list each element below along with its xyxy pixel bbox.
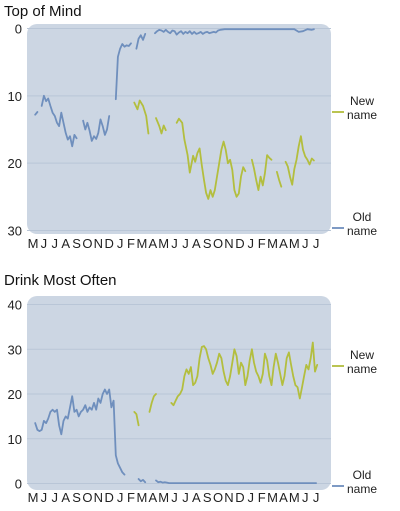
x-tick-label: A (192, 490, 201, 505)
x-tick-label: J (182, 236, 189, 251)
x-tick-label: M (28, 490, 39, 505)
legend-label-new: New name (347, 348, 377, 376)
x-tick-label: F (127, 490, 135, 505)
x-tick-label: J (52, 490, 59, 505)
x-tick-label: N (94, 236, 103, 251)
x-tick-label: J (248, 236, 255, 251)
x-tick-label: M (267, 236, 278, 251)
x-tick-label: A (61, 490, 70, 505)
x-tick-label: M (28, 236, 39, 251)
x-tick-label: O (82, 236, 92, 251)
x-tick-label: M (136, 490, 147, 505)
x-tick-label: S (72, 490, 81, 505)
series-line-new (133, 99, 315, 200)
y-tick-label: 40 (8, 298, 22, 313)
x-tick-label: M (136, 236, 147, 251)
x-tick-label: J (52, 236, 59, 251)
x-tick-label: F (258, 236, 266, 251)
x-tick-label: J (41, 236, 48, 251)
x-tick-label: A (279, 490, 288, 505)
plot-area (27, 24, 331, 234)
x-tick-label: N (224, 490, 233, 505)
x-tick-label: O (213, 490, 223, 505)
y-tick-label: 30 (8, 224, 22, 239)
x-tick-label: N (94, 490, 103, 505)
plot-area (27, 296, 331, 490)
y-tick-label: 30 (8, 342, 22, 357)
x-tick-label: M (158, 236, 169, 251)
y-tick-label: 0 (15, 477, 22, 492)
x-tick-label: N (224, 236, 233, 251)
x-tick-label: D (105, 236, 114, 251)
chart-title: Top of Mind (4, 3, 82, 20)
x-tick-label: S (203, 490, 212, 505)
series-line-new (133, 341, 319, 427)
x-tick-label: A (148, 490, 157, 505)
x-tick-label: A (148, 236, 157, 251)
x-tick-label: A (61, 236, 70, 251)
y-tick-label: 0 (15, 22, 22, 37)
x-tick-label: O (82, 490, 92, 505)
y-tick-label: 10 (8, 89, 22, 104)
x-tick-label: A (192, 236, 201, 251)
x-tick-label: J (117, 236, 124, 251)
x-tick-label: S (203, 236, 212, 251)
x-tick-label: O (213, 236, 223, 251)
chart-title: Drink Most Often (4, 272, 117, 289)
x-tick-label: M (289, 236, 300, 251)
legend-label-old: Old name (347, 468, 377, 496)
x-tick-label: J (117, 490, 124, 505)
x-tick-label: J (302, 490, 309, 505)
x-tick-label: S (72, 236, 81, 251)
series-line-old (34, 388, 317, 484)
x-tick-label: J (313, 236, 320, 251)
x-tick-label: J (248, 490, 255, 505)
x-tick-label: D (235, 236, 244, 251)
x-tick-label: J (182, 490, 189, 505)
x-tick-label: J (171, 236, 178, 251)
series-line-old (34, 28, 315, 148)
x-tick-label: F (258, 490, 266, 505)
x-tick-label: F (127, 236, 135, 251)
x-tick-label: J (302, 236, 309, 251)
x-tick-label: A (279, 236, 288, 251)
y-tick-label: 20 (8, 387, 22, 402)
y-tick-label: 20 (8, 156, 22, 171)
x-tick-label: D (235, 490, 244, 505)
x-tick-label: J (41, 490, 48, 505)
legend-label-new: New name (347, 94, 377, 122)
x-tick-label: J (313, 490, 320, 505)
x-tick-label: M (289, 490, 300, 505)
legend-label-old: Old name (347, 210, 377, 238)
y-tick-label: 10 (8, 432, 22, 447)
x-tick-label: M (267, 490, 278, 505)
x-tick-label: D (105, 490, 114, 505)
x-tick-label: J (171, 490, 178, 505)
x-tick-label: M (158, 490, 169, 505)
